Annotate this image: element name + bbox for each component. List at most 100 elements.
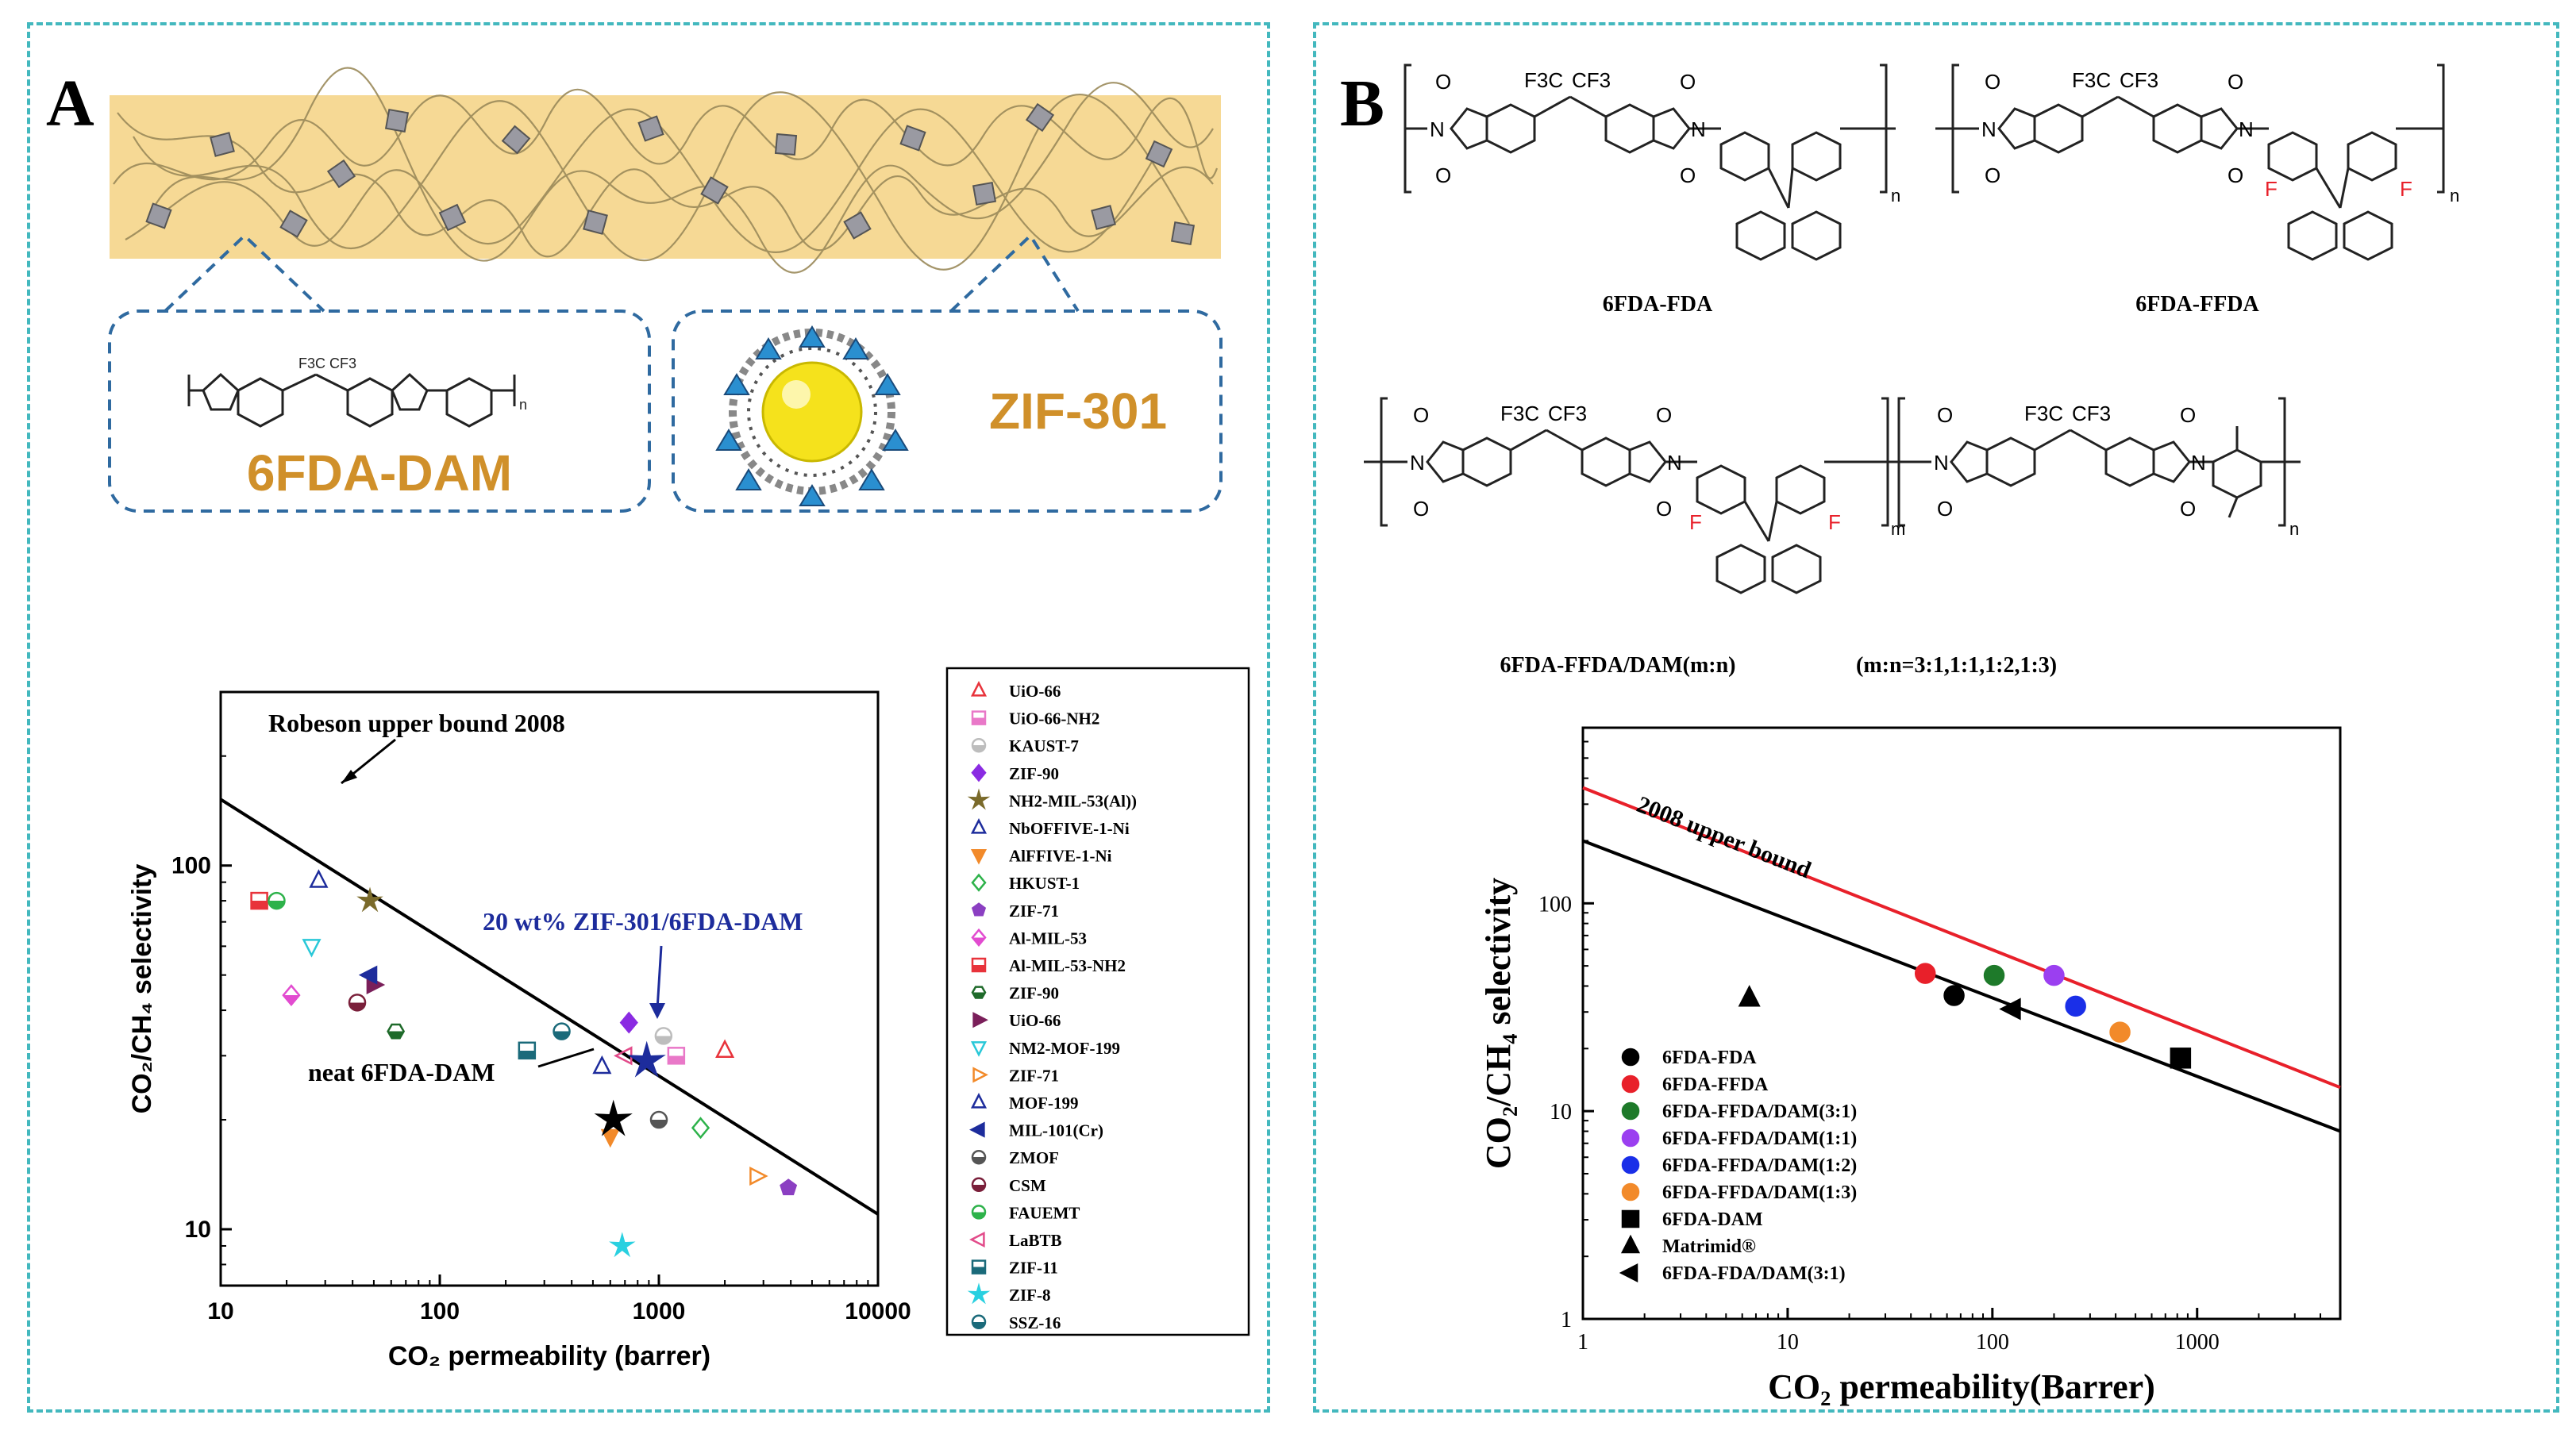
data-point-matrimid- (1738, 985, 1761, 1007)
legend-marker (971, 1205, 987, 1220)
legend-marker (971, 986, 987, 999)
filler-name: ZIF-301 (989, 383, 1167, 440)
legend-marker (971, 763, 987, 782)
legend-label: 6FDA-DAM (1662, 1209, 1763, 1230)
s2-fluorine-right: F (2400, 177, 2412, 201)
s2-fluorine-left: F (2265, 177, 2278, 201)
legend-marker (971, 1177, 987, 1193)
data-point-6fda-dam (2170, 1048, 2192, 1069)
s1-n-subscript: n (1891, 186, 1900, 206)
structure-6fda-fda-labels: O O N N O O F3C CF3 n (1430, 68, 1900, 206)
legend-label: AlFFIVE-1-Ni (1009, 847, 1112, 866)
legend-label: ZIF-90 (1009, 984, 1059, 1003)
y-axis-label: CO₂/CH₄ selectivity (1479, 878, 1518, 1169)
s3-o-3: O (1656, 403, 1672, 427)
legend-label: MOF-199 (1009, 1094, 1078, 1113)
upper-bound-2008-line (1582, 786, 2341, 1090)
data-point-uio-66-nh2 (667, 1047, 686, 1065)
s3-n-3: N (1934, 451, 1949, 475)
x-axis-label: CO₂ permeability(Barrer) (1768, 1367, 2155, 1406)
s3-fluorine-right: F (1828, 510, 1841, 534)
s3-m-subscript: m (1891, 519, 1905, 539)
legend-marker (971, 1314, 987, 1330)
legend-marker (970, 848, 988, 865)
data-point-zif-90 (387, 1023, 406, 1040)
legend-label: Al-MIL-53-NH2 (1009, 956, 1126, 975)
structure-6fda-ffda-dam (1364, 397, 2301, 594)
structure-ratio-note: (m:n=3:1,1:1,1:2,1:3) (1856, 653, 2057, 678)
data-point-al-mil-53 (282, 984, 301, 1007)
x-tick-label: 1000 (633, 1298, 686, 1324)
panel-a: A (27, 22, 1270, 1413)
s2-n-left: N (1981, 117, 1996, 141)
legend-marker (1621, 1209, 1640, 1228)
legend-label: 6FDA-FDA/DAM(3:1) (1662, 1263, 1846, 1284)
s3-o-4: O (1656, 497, 1672, 521)
s3-o-5: O (1937, 403, 1953, 427)
chart-a-legend (945, 667, 1250, 1336)
x-tick-label: 100 (420, 1298, 460, 1324)
highlight-arrowhead (649, 1003, 665, 1019)
structure-6fda-ffda-dam-labels: O O N N O O F3C CF3 F F m O O N N O O F3… (1410, 402, 2299, 539)
data-point-mof-199 (592, 1055, 612, 1075)
s1-o-bottom-left: O (1435, 163, 1451, 187)
data-point-6fda-ffda-dam-3-1- (1983, 964, 2005, 986)
data-point-ssz-16 (553, 1022, 571, 1040)
zif-framework-icon (715, 325, 909, 506)
legend-marker (1619, 1263, 1638, 1283)
highlight-annotation: 20 wt% ZIF-301/6FDA-DAM (483, 907, 803, 936)
reference-trend-line (1582, 839, 2341, 1133)
legend-label: 6FDA-FDA (1662, 1048, 1757, 1068)
data-point-6fda-fda-dam-3-1- (1999, 998, 2021, 1021)
legend-label: MIL-101(Cr) (1009, 1121, 1103, 1140)
data-point-neat-6fda-dam (594, 1099, 633, 1136)
s3-cf3-2: CF3 (2072, 402, 2111, 425)
panel-b-label: B (1340, 67, 1385, 140)
s1-n-right: N (1691, 117, 1706, 141)
s2-f3c: F3C (2072, 68, 2111, 92)
s2-o-bottom-right: O (2228, 163, 2243, 187)
legend-label: 6FDA-FFDA (1662, 1075, 1769, 1095)
x-tick-label: 1 (1577, 1330, 1588, 1355)
s3-n-1: N (1410, 451, 1425, 475)
data-point-alffive-1-ni (600, 1128, 620, 1148)
data-point-al-mil-53-nh2 (250, 891, 268, 910)
neat-annotation: neat 6FDA-DAM (308, 1058, 495, 1086)
panel-b: B O O N N O O F (1313, 22, 2559, 1413)
data-point-zif-71 (749, 1166, 768, 1186)
data-point-6fda-ffda-dam-1-3- (2109, 1021, 2131, 1043)
s1-o-bottom-right: O (1680, 163, 1696, 187)
upper-bound-label: Robeson upper bound 2008 (268, 709, 565, 737)
x-tick-label: 10000 (845, 1298, 911, 1324)
structure-6fda-ffda-labels: O O N N O O F3C CF3 F F n (1981, 68, 2459, 206)
legend-label: ZIF-71 (1009, 902, 1059, 921)
legend-marker (972, 1012, 988, 1028)
legend-label: Al-MIL-53 (1009, 928, 1087, 948)
legend-marker (971, 873, 987, 892)
legend-marker (1621, 1128, 1640, 1148)
robeson-upper-bound-line (219, 798, 880, 1216)
s3-n-2: N (1667, 451, 1682, 475)
legend-marker (969, 1121, 985, 1138)
legend-marker (972, 1067, 988, 1083)
legend-marker (970, 1093, 988, 1109)
y-tick-label: 10 (1550, 1100, 1572, 1125)
callout-polymer: 6FDA-DAM F3C CF3 n (108, 233, 651, 513)
y-axis-label: CO₂/CH₄ selectivity (127, 864, 157, 1114)
data-point-mil-101-cr- (358, 965, 378, 985)
y-tick-label: 10 (185, 1217, 211, 1243)
legend-label: Matrimid® (1662, 1236, 1756, 1257)
legend-marker (1621, 1155, 1640, 1174)
s3-fluorine-left: F (1689, 510, 1702, 534)
legend-label: HKUST-1 (1009, 874, 1080, 893)
legend-marker (1621, 1048, 1640, 1067)
panel-a-label: A (46, 67, 94, 140)
s3-cf3-1: CF3 (1548, 402, 1587, 425)
s2-o-top-left: O (1985, 70, 2000, 94)
legend-marker (971, 710, 987, 725)
s3-o-2: O (1413, 497, 1429, 521)
y-tick-label: 1 (1561, 1308, 1572, 1332)
s3-o-8: O (2180, 497, 2196, 521)
y-tick-label: 100 (171, 853, 211, 879)
polymer-name: 6FDA-DAM (247, 444, 512, 502)
